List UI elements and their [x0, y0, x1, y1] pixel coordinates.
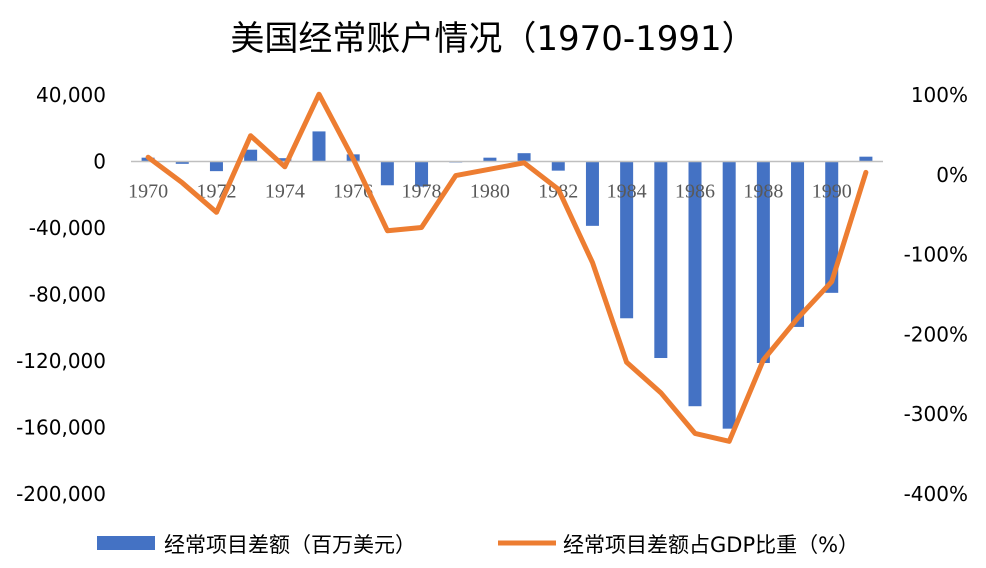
- right-tick-label: -300%: [904, 402, 968, 426]
- x-tick-label-1990: 1990: [812, 181, 852, 203]
- x-tick-label-1978: 1978: [402, 181, 442, 203]
- bar-series-group: [141, 131, 873, 429]
- left-tick-label: 0: [93, 150, 106, 174]
- bar-1971: [175, 161, 189, 164]
- bar-1987: [722, 161, 736, 429]
- x-tick-label-1974: 1974: [265, 181, 305, 203]
- right-tick-label: -200%: [904, 322, 968, 346]
- left-axis-tick-labels: 40,000 0 -40,000 -80,000 -120,000 -160,000 -20…: [16, 83, 106, 506]
- bar-1978: [415, 161, 429, 187]
- right-axis-tick-labels: 100% 0% -100% -200% -300% -400%: [904, 83, 968, 506]
- left-tick-label: -160,000: [16, 416, 106, 440]
- bar-1982: [551, 161, 565, 171]
- right-tick-label: 0%: [936, 163, 968, 187]
- x-tick-label-1980: 1980: [470, 181, 510, 203]
- bar-1985: [654, 161, 668, 359]
- x-tick-label-1976: 1976: [333, 181, 373, 203]
- x-tick-label-1984: 1984: [607, 181, 647, 203]
- bar-1986: [688, 161, 702, 407]
- bar-1975: [312, 131, 326, 162]
- x-tick-label-1988: 1988: [743, 181, 783, 203]
- bar-1989: [791, 161, 805, 327]
- bar-1983: [585, 161, 599, 226]
- legend: 经常项目差额（百万美元） 经常项目差额占GDP比重（%）: [97, 533, 859, 557]
- right-tick-label: -100%: [904, 243, 968, 267]
- bar-1988: [756, 161, 770, 363]
- left-tick-label: 40,000: [36, 83, 106, 107]
- bar-1977: [380, 161, 394, 186]
- x-tick-label-1986: 1986: [675, 181, 715, 203]
- line-series-gdp-ratio: [145, 91, 869, 444]
- right-tick-label: 100%: [911, 83, 968, 107]
- chart-title: 美国经常账户情况（1970-1991）: [230, 19, 755, 59]
- right-tick-label: -400%: [904, 482, 968, 506]
- legend-swatch-bar: [97, 536, 155, 550]
- legend-label-bar: 经常项目差额（百万美元）: [164, 533, 416, 557]
- bar-1990: [825, 161, 839, 293]
- left-tick-label: -120,000: [16, 349, 106, 373]
- bar-1980: [483, 157, 497, 162]
- bar-1974: [278, 158, 292, 162]
- bar-1981: [517, 153, 531, 162]
- bar-1991: [859, 156, 873, 162]
- legend-label-line: 经常项目差额占GDP比重（%）: [563, 533, 859, 557]
- x-tick-label-1970: 1970: [128, 181, 168, 203]
- x-axis-tick-labels: 1970 1972 1974 1976 1978 1980 1982 1984 1986 1988…: [128, 181, 852, 203]
- left-tick-label: -40,000: [29, 216, 106, 240]
- bar-1984: [620, 161, 634, 319]
- bar-1972: [209, 161, 223, 172]
- left-tick-label: -80,000: [29, 283, 106, 307]
- left-tick-label: -200,000: [16, 482, 106, 506]
- bar-1973: [244, 149, 258, 162]
